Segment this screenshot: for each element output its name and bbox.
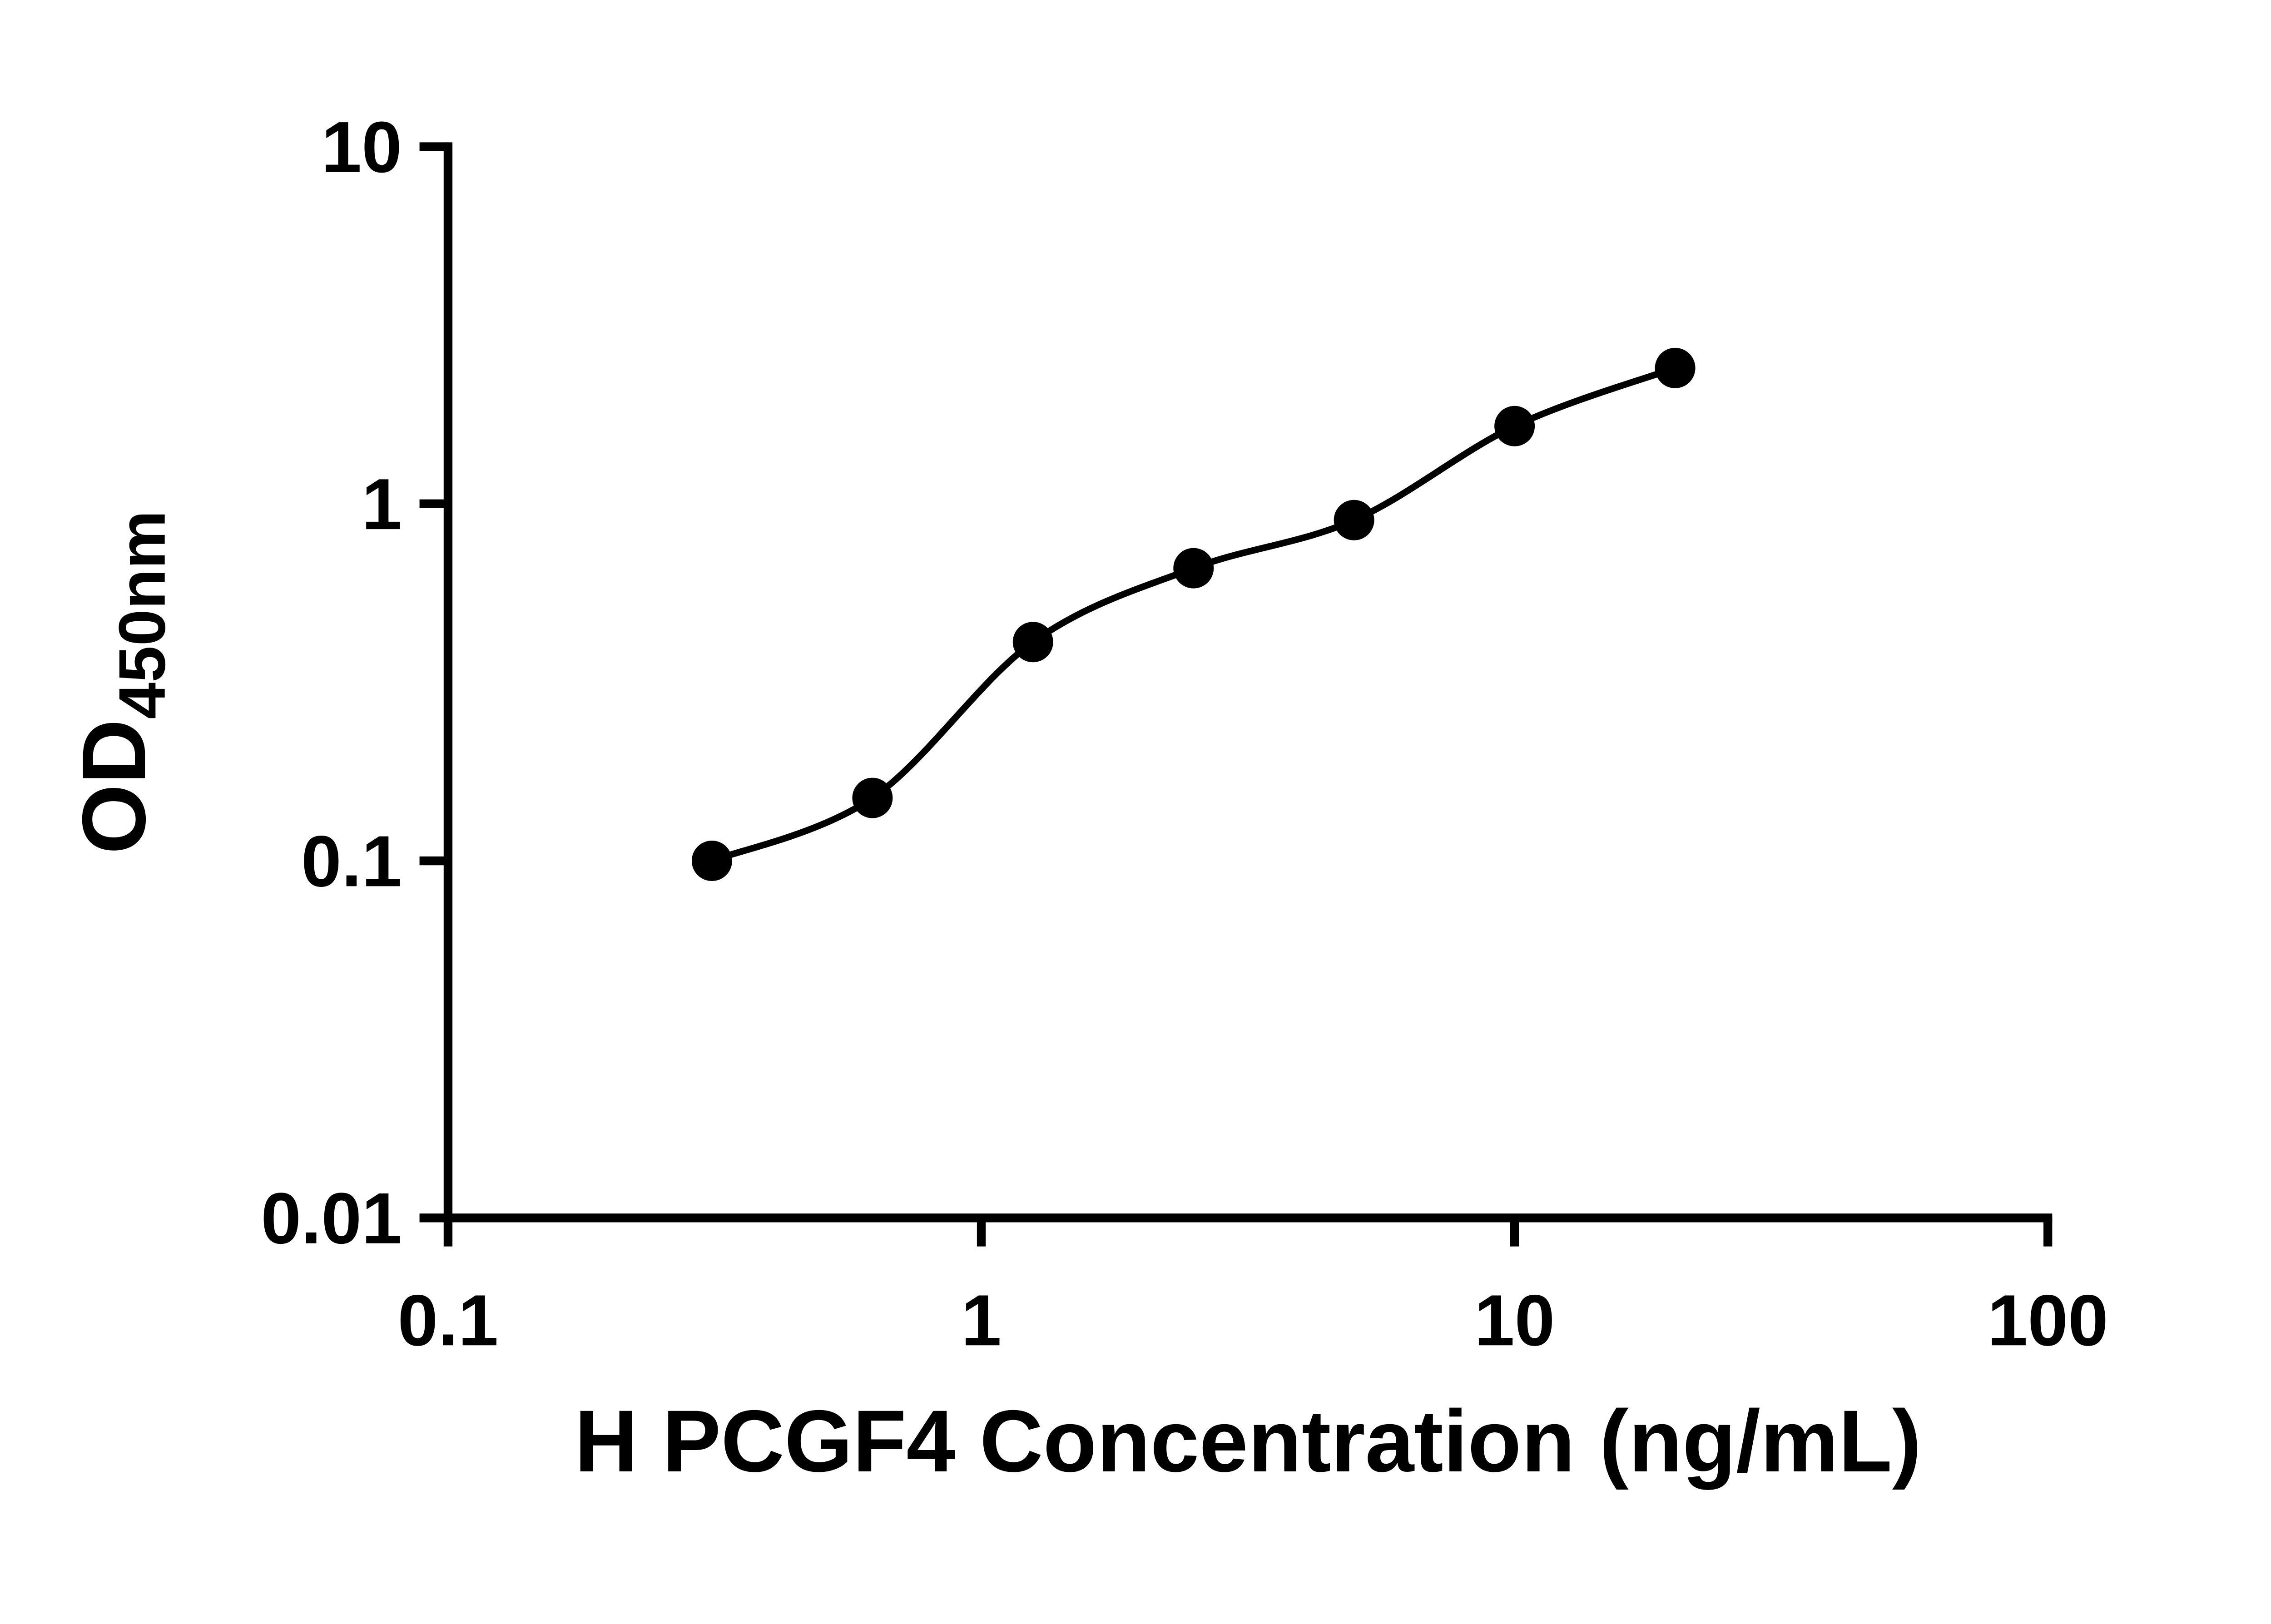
y-axis-title: OD450nm: [64, 510, 179, 854]
x-tick-label: 1: [961, 1280, 1002, 1361]
y-tick-label: 1: [362, 464, 402, 545]
data-point: [1494, 406, 1535, 446]
data-point: [852, 777, 893, 818]
y-axis-title-main: OD: [64, 719, 164, 854]
y-tick-label: 10: [321, 107, 402, 188]
data-point: [1173, 548, 1214, 589]
data-point: [691, 841, 732, 881]
elisa-standard-curve-figure: 0.1 1 10 100 0.01 0.1 1 10 H PCGF4 Concentration…: [64, 106, 2108, 1490]
y-tick-label: 0.1: [301, 821, 402, 901]
data-point: [1334, 500, 1374, 540]
standard-curve-chart: 0.1 1 10 100 0.01 0.1 1 10 H PCGF4 Concentration…: [64, 106, 2108, 1490]
y-axis-title-subscript: 450nm: [105, 510, 179, 719]
y-tick-label: 0.01: [261, 1178, 402, 1259]
data-point: [1012, 622, 1053, 663]
x-tick-label: 10: [1474, 1280, 1555, 1361]
data-point: [1655, 347, 1696, 388]
x-tick-label: 100: [1988, 1280, 2108, 1361]
x-axis-title: H PCGF4 Concentration (ng/mL): [575, 1392, 1922, 1490]
x-tick-label: 0.1: [398, 1280, 499, 1361]
